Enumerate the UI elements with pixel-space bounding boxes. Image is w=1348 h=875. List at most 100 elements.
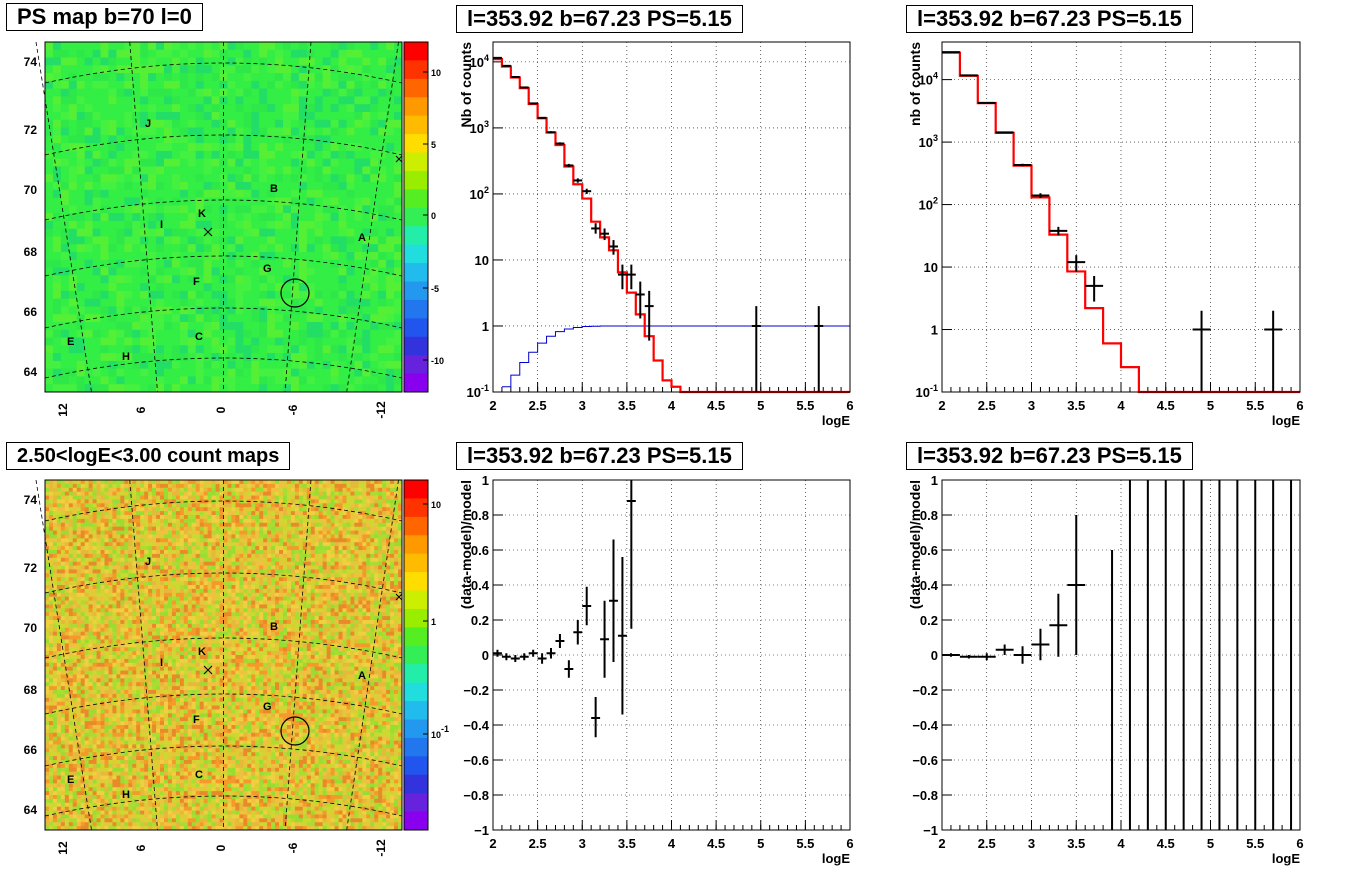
colorbar-tick-label: 0 (431, 211, 436, 221)
y-tick-label: 104 (919, 71, 938, 88)
colorbar-tick-label: -5 (431, 284, 439, 294)
center-cross-marker (203, 665, 213, 675)
map-graticule (35, 41, 403, 393)
map-y-tick-label: 72 (24, 123, 38, 137)
data-point (1013, 163, 1032, 167)
x-tick-label: 5 (1207, 836, 1214, 851)
map-x-tick-label: 0 (214, 844, 228, 851)
source-label: H (122, 789, 130, 801)
data-point (626, 264, 636, 290)
plot-frame (941, 479, 1301, 831)
source-label: E (67, 336, 74, 348)
res_b-chart: 2 2.5 3 3.5 4 4.5 5 5.5 6 −1 −0.8 −0.6 −0.4 −0.2 0 0.2 0… (907, 473, 1304, 866)
data-point (626, 480, 636, 629)
data-point (959, 74, 978, 77)
data-point (493, 649, 502, 657)
spec_b-chart: 2 2.5 3 3.5 4 4.5 5 5.5 6 10-1 1 10 102 103 104 logE nb … (907, 41, 1304, 428)
x-axis-label: logE (822, 413, 850, 428)
source-label: F (193, 276, 200, 288)
data-point (591, 223, 601, 234)
y-tick-label: 0.2 (920, 613, 938, 628)
background-model-histogram (501, 325, 850, 388)
x-tick-label: 5.5 (796, 836, 814, 851)
colorbar-tick-label: 10 (431, 68, 441, 78)
y-tick-label: 1 (931, 323, 938, 338)
source-label: A (358, 670, 366, 682)
x-tick-label: 6 (1296, 836, 1303, 851)
map-y-tick-label: 68 (24, 683, 38, 697)
data-point (519, 86, 529, 89)
y-tick-label: 0.6 (920, 543, 938, 558)
map-x-tick-label: -6 (286, 404, 300, 415)
y-tick-label: 103 (919, 133, 938, 150)
y-tick-label: 0.4 (471, 578, 490, 593)
y-tick-label: −0.8 (912, 788, 938, 803)
data-point (635, 281, 645, 319)
source-label: I (160, 219, 163, 231)
data-point (959, 655, 978, 659)
y-tick-label: 103 (470, 119, 489, 136)
y-tick-label: 1 (931, 473, 938, 488)
data-point (751, 306, 761, 392)
data-point (546, 131, 556, 134)
map-y-tick-label: 74 (24, 55, 38, 69)
colorbar-tick-label: 1 (431, 617, 436, 627)
map-y-tick-label: 70 (24, 621, 38, 635)
data-point (573, 178, 583, 183)
x-tick-label: 4.5 (1157, 398, 1175, 413)
x-tick-label: 6 (846, 398, 853, 413)
y-tick-label: 0.6 (471, 543, 489, 558)
data-point (644, 290, 654, 341)
data-point (501, 653, 511, 661)
y-tick-label: −0.4 (912, 718, 938, 733)
data-point (1067, 255, 1086, 272)
x-tick-label: 5 (757, 836, 764, 851)
y-axis-label: (data-model)/model (458, 480, 474, 609)
source-label: B (270, 621, 278, 633)
map-y-tick-label: 74 (24, 493, 38, 507)
x-tick-label: 4.5 (707, 398, 725, 413)
data-point (942, 51, 960, 54)
data-point (600, 600, 610, 678)
y-tick-label: 0 (482, 648, 489, 663)
data-point (1192, 310, 1211, 392)
x-tick-label: 4 (668, 398, 676, 413)
colorbar-tick-label: -10 (431, 356, 444, 366)
source-label: A (358, 232, 366, 244)
x-tick-label: 6 (1296, 398, 1303, 413)
data-point (995, 131, 1014, 134)
map-frame (44, 479, 403, 831)
map-x-tick-label: 6 (134, 844, 148, 851)
x-tick-label: 5.5 (1246, 398, 1264, 413)
source-label: K (198, 208, 206, 220)
data-point (582, 188, 592, 194)
source-label: H (122, 351, 130, 363)
x-tick-label: 4 (1117, 836, 1125, 851)
data-point (1049, 593, 1068, 657)
y-tick-label: 0.8 (920, 508, 938, 523)
x-tick-label: 2.5 (529, 398, 547, 413)
y-tick-label: 10-1 (467, 383, 489, 400)
x-tick-label: 5 (1207, 398, 1214, 413)
x-tick-label: 2 (489, 836, 496, 851)
map-top-title: PS map b=70 l=0 (6, 3, 203, 31)
x-tick-label: 3 (1028, 398, 1035, 413)
x-axis-label: logE (1272, 413, 1300, 428)
plot-area (493, 42, 850, 392)
data-point (617, 557, 627, 715)
y-tick-label: −0.4 (463, 718, 489, 733)
data-point (537, 116, 547, 119)
map-y-tick-label: 66 (24, 305, 38, 319)
model-histogram (942, 51, 1300, 394)
plot-area (942, 480, 1300, 830)
y-tick-label: 1 (482, 473, 489, 488)
data-point (1067, 515, 1086, 655)
map-x-tick-label: 6 (134, 406, 148, 413)
y-tick-label: 1 (482, 319, 489, 334)
model-histogram (493, 58, 850, 394)
map-x-tick-label: 0 (214, 406, 228, 413)
count-map: 74 72 70 68 66 64 12 6 0 -6 -12 J B K I A G F C E H (24, 479, 403, 857)
data-point (1049, 226, 1068, 236)
y-tick-label: 10 (475, 253, 489, 268)
center-cross-marker (203, 227, 213, 237)
